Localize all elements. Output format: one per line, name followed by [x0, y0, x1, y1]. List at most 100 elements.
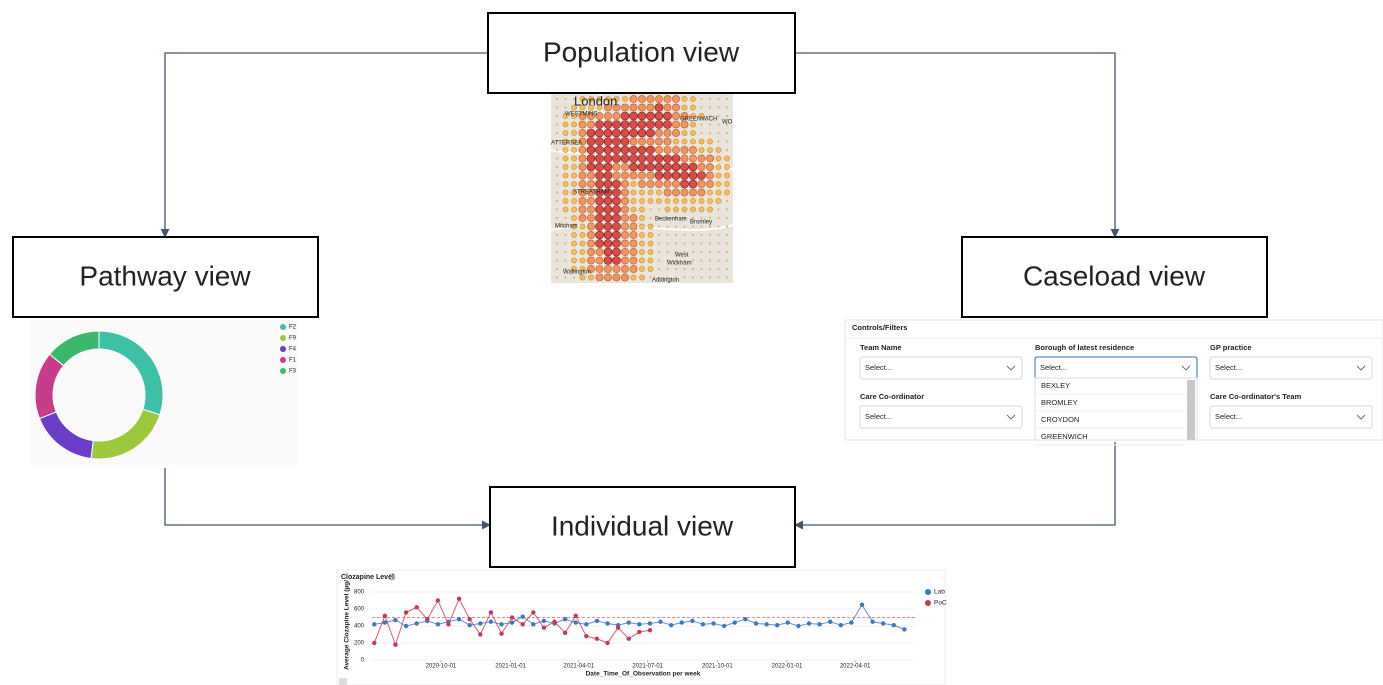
map-dot — [726, 149, 728, 151]
map-dot — [717, 225, 719, 227]
map-dot — [648, 258, 653, 263]
map-dot — [672, 189, 679, 196]
map-dot — [672, 104, 679, 111]
map-dot — [655, 163, 663, 171]
node-label: Caseload view — [1023, 260, 1206, 291]
map-dot — [613, 129, 621, 137]
data-point — [828, 620, 832, 624]
map-dot — [664, 180, 671, 187]
map-dot — [556, 183, 558, 185]
map-dot — [655, 104, 663, 112]
map-dot — [604, 155, 612, 163]
map-dot — [658, 259, 660, 261]
x-tick-label: 2021-10-01 — [702, 664, 733, 670]
dropdown-option[interactable]: GREENWICH — [1041, 432, 1088, 441]
map-dot — [726, 251, 728, 253]
map-dot — [613, 223, 621, 231]
field-label: GP practice — [1210, 343, 1252, 352]
map-dot — [596, 240, 604, 248]
map-dot — [673, 198, 678, 203]
map-dot — [648, 266, 653, 271]
map-dot — [630, 257, 637, 264]
map-dot — [639, 258, 644, 263]
map-dot — [613, 172, 620, 179]
x-axis-title: Date_Time_Of_Observation per week — [586, 671, 701, 678]
map-dot — [647, 121, 655, 129]
data-point — [574, 620, 578, 624]
legend-label: F1 — [289, 358, 297, 364]
map-dot — [604, 223, 612, 231]
map-dot — [690, 105, 695, 110]
map-dot — [664, 112, 672, 120]
node-label: Population view — [543, 36, 740, 67]
map-dot — [724, 164, 729, 169]
map-dot — [604, 265, 611, 272]
map-dot — [596, 206, 604, 214]
map-dot — [683, 276, 685, 278]
map-dot — [639, 224, 644, 229]
map-dot — [724, 173, 729, 178]
dropdown-option[interactable]: CROYDON — [1041, 415, 1079, 424]
map-dot — [683, 268, 685, 270]
map-dot — [613, 214, 621, 222]
map-dot — [681, 189, 688, 196]
map-dot — [579, 206, 586, 213]
map-dot — [571, 249, 576, 254]
map-dot — [613, 146, 621, 154]
map-dot — [630, 163, 638, 171]
map-dot — [571, 164, 576, 169]
map-dot — [613, 265, 620, 272]
map-dot — [604, 146, 612, 154]
data-point — [860, 603, 864, 607]
data-point — [467, 617, 471, 621]
dropdown-option[interactable]: BROMLEY — [1041, 398, 1078, 407]
map-dot — [621, 121, 629, 129]
map-dot — [675, 268, 677, 270]
field-label: Borough of latest residence — [1035, 343, 1134, 352]
map-dot — [563, 130, 568, 135]
map-dot — [726, 115, 728, 117]
node-label: Pathway view — [79, 260, 251, 291]
map-dot — [690, 96, 695, 101]
map-dot — [596, 265, 603, 272]
map-dot — [579, 163, 586, 170]
data-point — [616, 626, 620, 630]
arrow — [795, 442, 1115, 525]
map-dot — [587, 197, 594, 204]
map-label: Bromley — [690, 220, 712, 226]
map-dot — [621, 129, 629, 137]
data-point — [574, 614, 578, 618]
data-point — [436, 598, 440, 602]
map-dot — [638, 172, 645, 179]
map-dot — [664, 138, 671, 145]
map-dot — [658, 234, 660, 236]
data-point — [499, 622, 503, 626]
map-dot — [596, 214, 604, 222]
map-dot — [621, 206, 628, 213]
map-dot — [613, 257, 621, 265]
dropdown-option[interactable]: BEXLEY — [1041, 381, 1070, 390]
map-dot — [563, 156, 568, 161]
map-dot — [621, 146, 629, 154]
map-dot — [647, 172, 654, 179]
map-dot — [621, 189, 628, 196]
map-dot — [692, 251, 694, 253]
select-placeholder: Select... — [1215, 363, 1242, 372]
map-dot — [664, 95, 671, 102]
map-dot — [596, 257, 603, 264]
map-dot — [621, 112, 629, 120]
map-dot — [692, 234, 694, 236]
map-dot — [717, 106, 719, 108]
toolbar-icon — [339, 678, 347, 685]
map-dot — [647, 180, 654, 187]
map-dot — [613, 180, 621, 188]
map-dot — [726, 106, 728, 108]
map-dot — [648, 241, 653, 246]
data-point — [521, 622, 525, 626]
map-dot — [655, 172, 663, 180]
map-dot — [631, 181, 636, 186]
map-dot — [683, 234, 685, 236]
map-dot — [709, 123, 711, 125]
x-tick-label: 2022-01-01 — [772, 664, 803, 670]
map-dot — [673, 207, 678, 212]
